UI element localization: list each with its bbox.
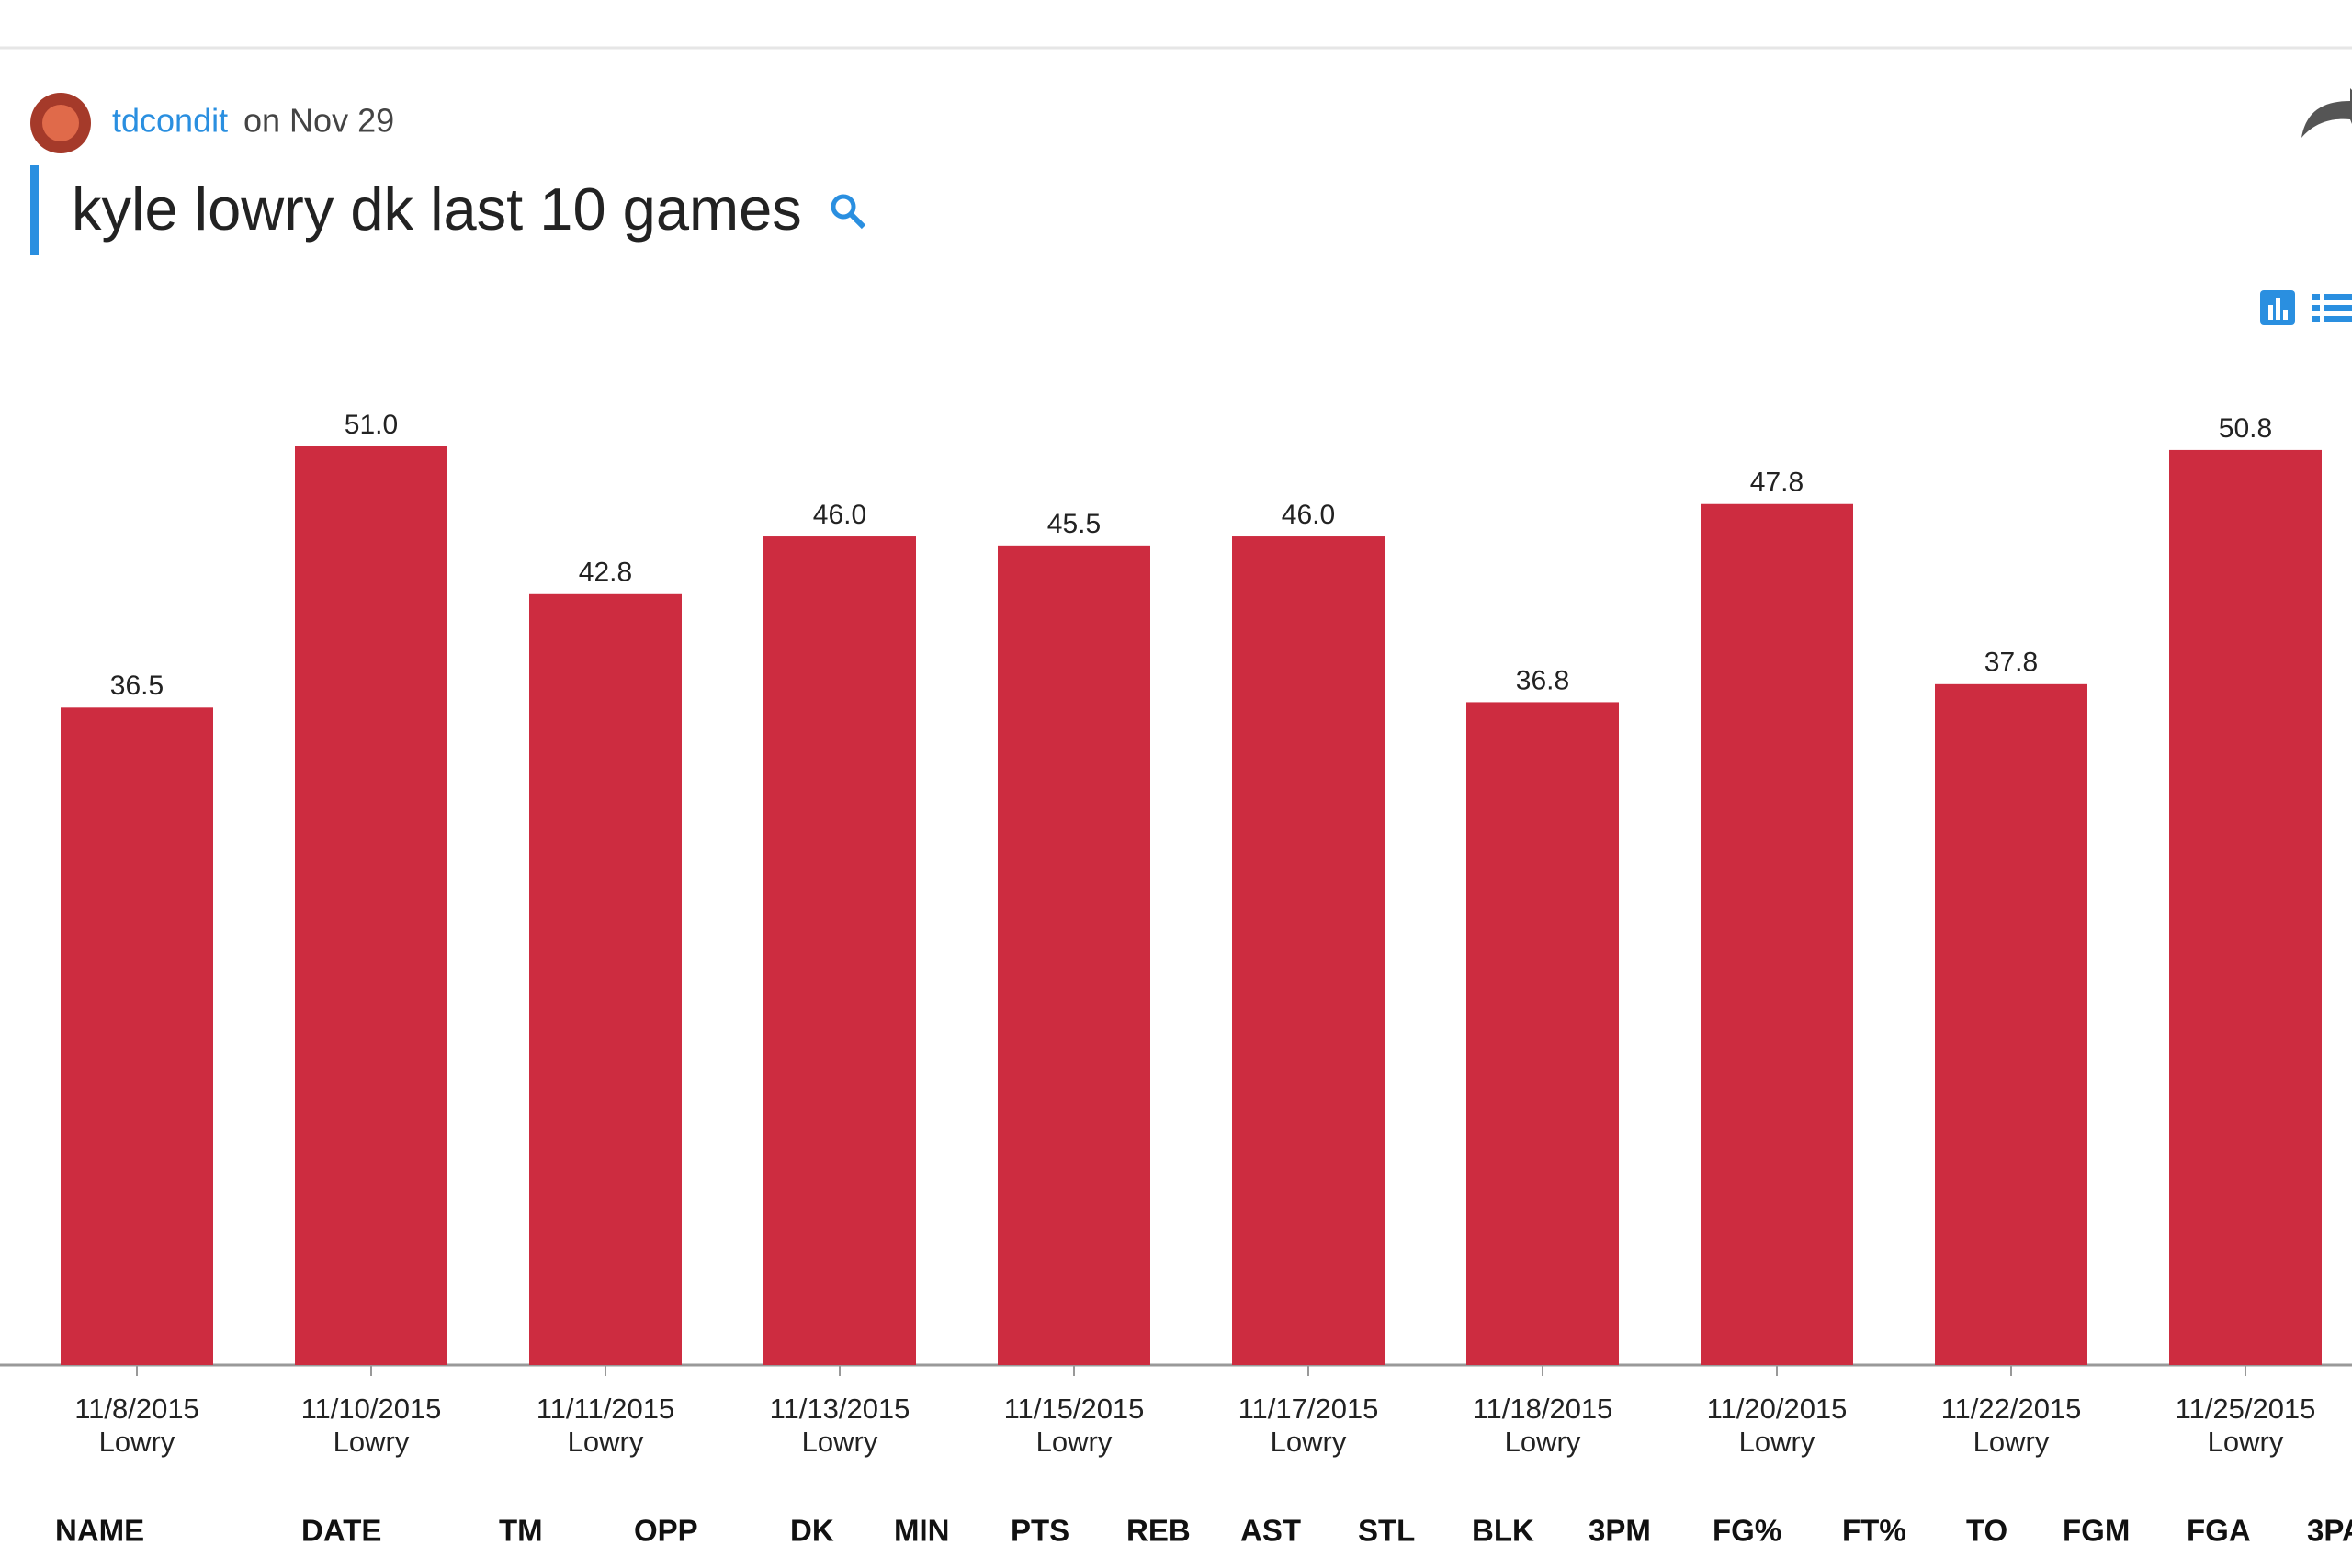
x-tick-sublabel: Lowry xyxy=(1973,1426,2050,1458)
username[interactable]: tdcondit xyxy=(112,102,228,140)
column-header: PTS xyxy=(1011,1514,1069,1548)
value-label: 42.8 xyxy=(579,558,632,588)
column-header: OPP xyxy=(634,1514,698,1548)
x-tick-sublabel: Lowry xyxy=(1505,1426,1581,1458)
x-tick-label: 11/15/2015 xyxy=(1004,1393,1145,1425)
column-header: TO xyxy=(1966,1514,2007,1548)
x-tick-label: 11/11/2015 xyxy=(537,1393,675,1425)
column-header: BLK xyxy=(1472,1514,1534,1548)
value-label: 36.5 xyxy=(110,671,164,701)
column-header: TM xyxy=(499,1514,543,1548)
bar xyxy=(998,545,1150,1365)
post-date: on Nov 29 xyxy=(243,102,394,140)
x-tick-label: 11/10/2015 xyxy=(301,1393,442,1425)
search-icon[interactable] xyxy=(831,194,866,230)
column-header: FGA xyxy=(2187,1514,2251,1548)
avatar-detail xyxy=(42,105,79,141)
x-tick-sublabel: Lowry xyxy=(1739,1426,1815,1458)
value-label: 45.5 xyxy=(1047,509,1101,539)
bar xyxy=(1935,683,2087,1365)
column-header: MIN xyxy=(894,1514,950,1548)
column-header: DK xyxy=(790,1514,834,1548)
bar xyxy=(295,446,447,1365)
x-tick-label: 11/22/2015 xyxy=(1941,1393,2082,1425)
value-label: 46.0 xyxy=(813,500,866,530)
column-header: FT% xyxy=(1842,1514,1906,1548)
bar xyxy=(61,707,213,1365)
top-bar xyxy=(0,0,2352,46)
table-header: NAME DATE TM OPP DK MIN PTS REB AST STL BLK 3PM FG% F… xyxy=(55,1514,2352,1548)
x-tick-sublabel: Lowry xyxy=(2208,1426,2284,1458)
column-header: 3PA xyxy=(2307,1514,2352,1548)
value-label: 50.8 xyxy=(2219,413,2272,444)
bar xyxy=(1466,702,1619,1365)
bar xyxy=(2169,449,2322,1365)
x-tick-sublabel: Lowry xyxy=(99,1426,175,1458)
bar-chart: 36.511/8/2015Lowry51.011/10/2015Lowry42.… xyxy=(0,410,2352,1458)
x-tick-sublabel: Lowry xyxy=(1271,1426,1347,1458)
value-label: 37.8 xyxy=(1984,648,2038,678)
chart-view-icon[interactable] xyxy=(2260,290,2295,325)
x-tick-label: 11/17/2015 xyxy=(1238,1393,1379,1425)
value-label: 51.0 xyxy=(345,410,398,440)
list-view-icon[interactable] xyxy=(2312,294,2352,322)
x-tick-label: 11/25/2015 xyxy=(2176,1393,2316,1425)
column-header: NAME xyxy=(55,1514,144,1548)
x-tick-sublabel: Lowry xyxy=(1036,1426,1113,1458)
bar xyxy=(529,593,682,1365)
title: kyle lowry dk last 10 games xyxy=(72,175,802,243)
column-header: AST xyxy=(1240,1514,1301,1548)
column-header: REB xyxy=(1126,1514,1191,1548)
x-tick-sublabel: Lowry xyxy=(334,1426,410,1458)
share-icon[interactable] xyxy=(2301,88,2352,138)
x-tick-label: 11/13/2015 xyxy=(770,1393,910,1425)
column-header: 3PM xyxy=(1589,1514,1651,1548)
x-tick-sublabel: Lowry xyxy=(568,1426,644,1458)
bar xyxy=(763,536,916,1365)
value-label: 46.0 xyxy=(1282,500,1335,530)
column-header: DATE xyxy=(301,1514,381,1548)
bar xyxy=(1701,503,1853,1365)
x-tick-sublabel: Lowry xyxy=(802,1426,878,1458)
value-label: 36.8 xyxy=(1516,665,1569,695)
column-header: FGM xyxy=(2063,1514,2130,1548)
value-label: 47.8 xyxy=(1750,468,1804,498)
bar xyxy=(1232,536,1385,1365)
x-tick-label: 11/20/2015 xyxy=(1707,1393,1848,1425)
x-tick-label: 11/8/2015 xyxy=(74,1393,199,1425)
x-tick-label: 11/18/2015 xyxy=(1473,1393,1613,1425)
column-header: FG% xyxy=(1713,1514,1781,1548)
title-accent xyxy=(30,165,39,255)
column-header: STL xyxy=(1358,1514,1415,1548)
